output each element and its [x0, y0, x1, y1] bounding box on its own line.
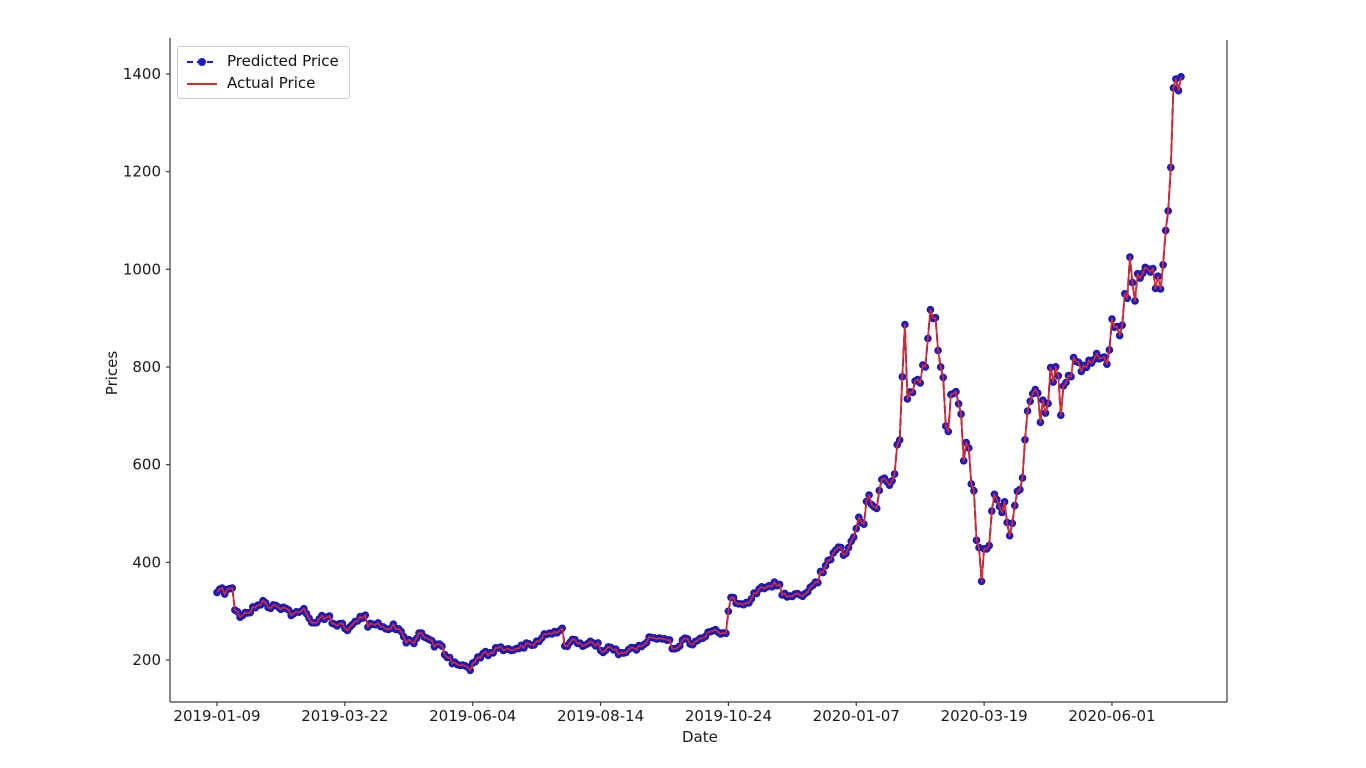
x-tick-label: 2020-01-07 [813, 707, 900, 725]
x-tick-label: 2019-01-09 [173, 707, 260, 725]
x-axis-label: Date [682, 728, 718, 746]
predicted-series-sample-icon [187, 57, 217, 66]
predicted-series-markers [213, 73, 1185, 675]
x-tick-label: 2019-06-04 [429, 707, 516, 725]
actual-series-sample-icon [187, 82, 217, 85]
y-tick-label: 1400 [123, 65, 161, 83]
y-tick-label: 200 [132, 651, 161, 669]
x-tick-label: 2020-03-19 [941, 707, 1028, 725]
actual-series-line [216, 76, 1182, 672]
y-tick-label: 1200 [123, 163, 161, 181]
x-axis: 2019-01-09 2019-03-22 2019-06-04 2019-08-14… [173, 702, 1156, 725]
legend-item-predicted: Predicted Price [186, 52, 339, 71]
y-tick-label: 1000 [123, 260, 161, 278]
x-tick-label: 2019-10-24 [685, 707, 772, 725]
y-tick-label: 800 [132, 358, 161, 376]
x-tick-label: 2019-08-14 [557, 707, 644, 725]
x-tick-label: 2019-03-22 [301, 707, 388, 725]
y-axis-label: Prices [103, 350, 122, 396]
axes [169, 38, 1228, 703]
legend-label-actual: Actual Price [227, 74, 316, 92]
y-tick-label: 600 [132, 456, 161, 474]
y-tick-label: 400 [132, 553, 161, 571]
x-tick-label: 2020-06-01 [1068, 707, 1155, 725]
legend-item-actual: Actual Price [186, 74, 339, 93]
predicted-series-line [216, 76, 1182, 673]
legend-label-predicted: Predicted Price [227, 52, 339, 70]
legend: Predicted Price Actual Price [177, 46, 350, 99]
y-axis: 200 400 600 800 1000 1200 1400 [123, 65, 170, 669]
